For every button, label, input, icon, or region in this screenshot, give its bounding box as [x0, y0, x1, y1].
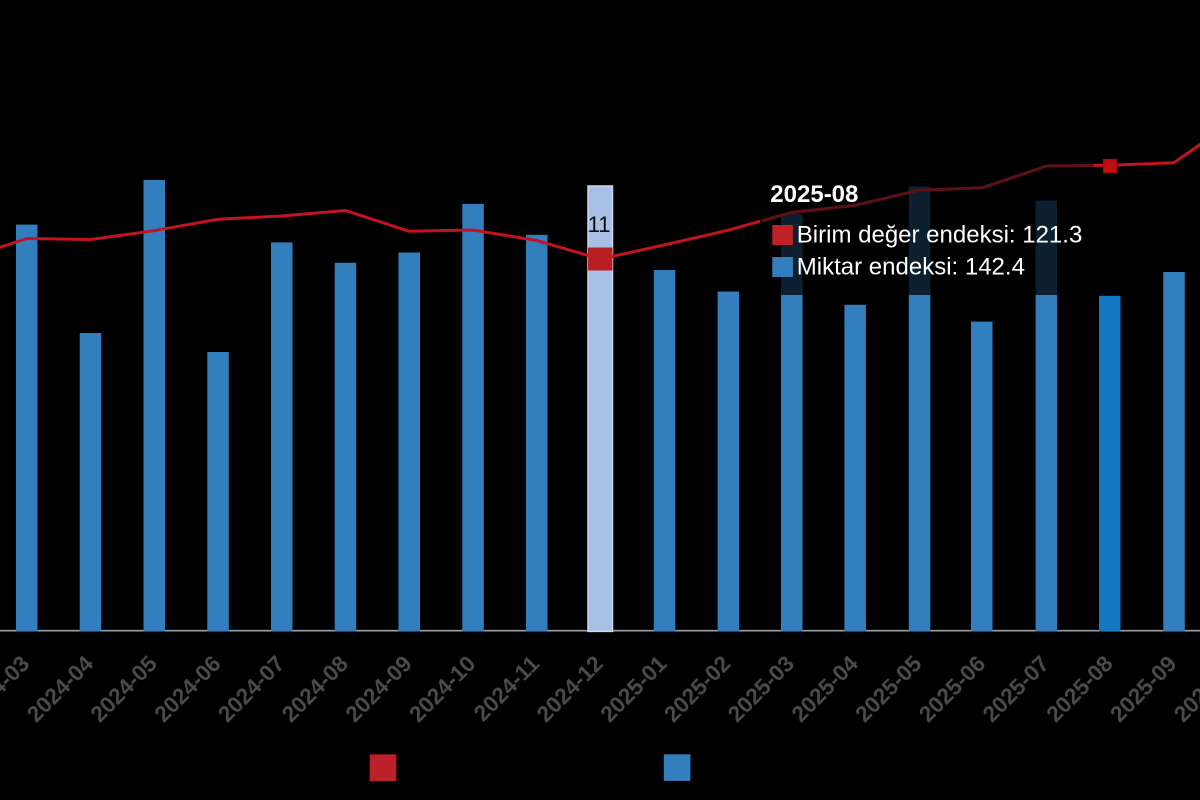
svg-text:2025-01: 2025-01 — [596, 651, 672, 727]
svg-text:2024-08: 2024-08 — [277, 651, 353, 727]
svg-text:2025-08: 2025-08 — [1042, 651, 1118, 727]
svg-text:Birim değer endeksi: 121.3: Birim değer endeksi: 121.3 — [797, 222, 1083, 249]
svg-text:2025-08: 2025-08 — [770, 181, 858, 208]
svg-text:2025-06: 2025-06 — [914, 651, 990, 727]
svg-text:Miktar endeksi: 142.4: Miktar endeksi: 142.4 — [797, 254, 1025, 281]
svg-text:2024-04: 2024-04 — [22, 651, 98, 727]
svg-text:2024-07: 2024-07 — [213, 651, 289, 727]
svg-text:2024-05: 2024-05 — [86, 651, 162, 727]
svg-text:2024-10: 2024-10 — [404, 651, 480, 727]
svg-text:2025-07: 2025-07 — [978, 651, 1054, 727]
svg-text:2024-09: 2024-09 — [341, 651, 417, 727]
svg-text:111,9: 111,9 — [577, 212, 629, 237]
svg-text:2024-06: 2024-06 — [150, 651, 226, 727]
svg-text:2025-03: 2025-03 — [723, 651, 799, 727]
svg-text:2025-02: 2025-02 — [659, 651, 735, 727]
svg-text:2025-04: 2025-04 — [787, 651, 863, 727]
svg-text:2024-11: 2024-11 — [469, 651, 544, 726]
svg-text:2025-09: 2025-09 — [1105, 651, 1181, 727]
svg-text:2024-12: 2024-12 — [532, 651, 608, 727]
svg-text:2025-05: 2025-05 — [850, 651, 926, 727]
